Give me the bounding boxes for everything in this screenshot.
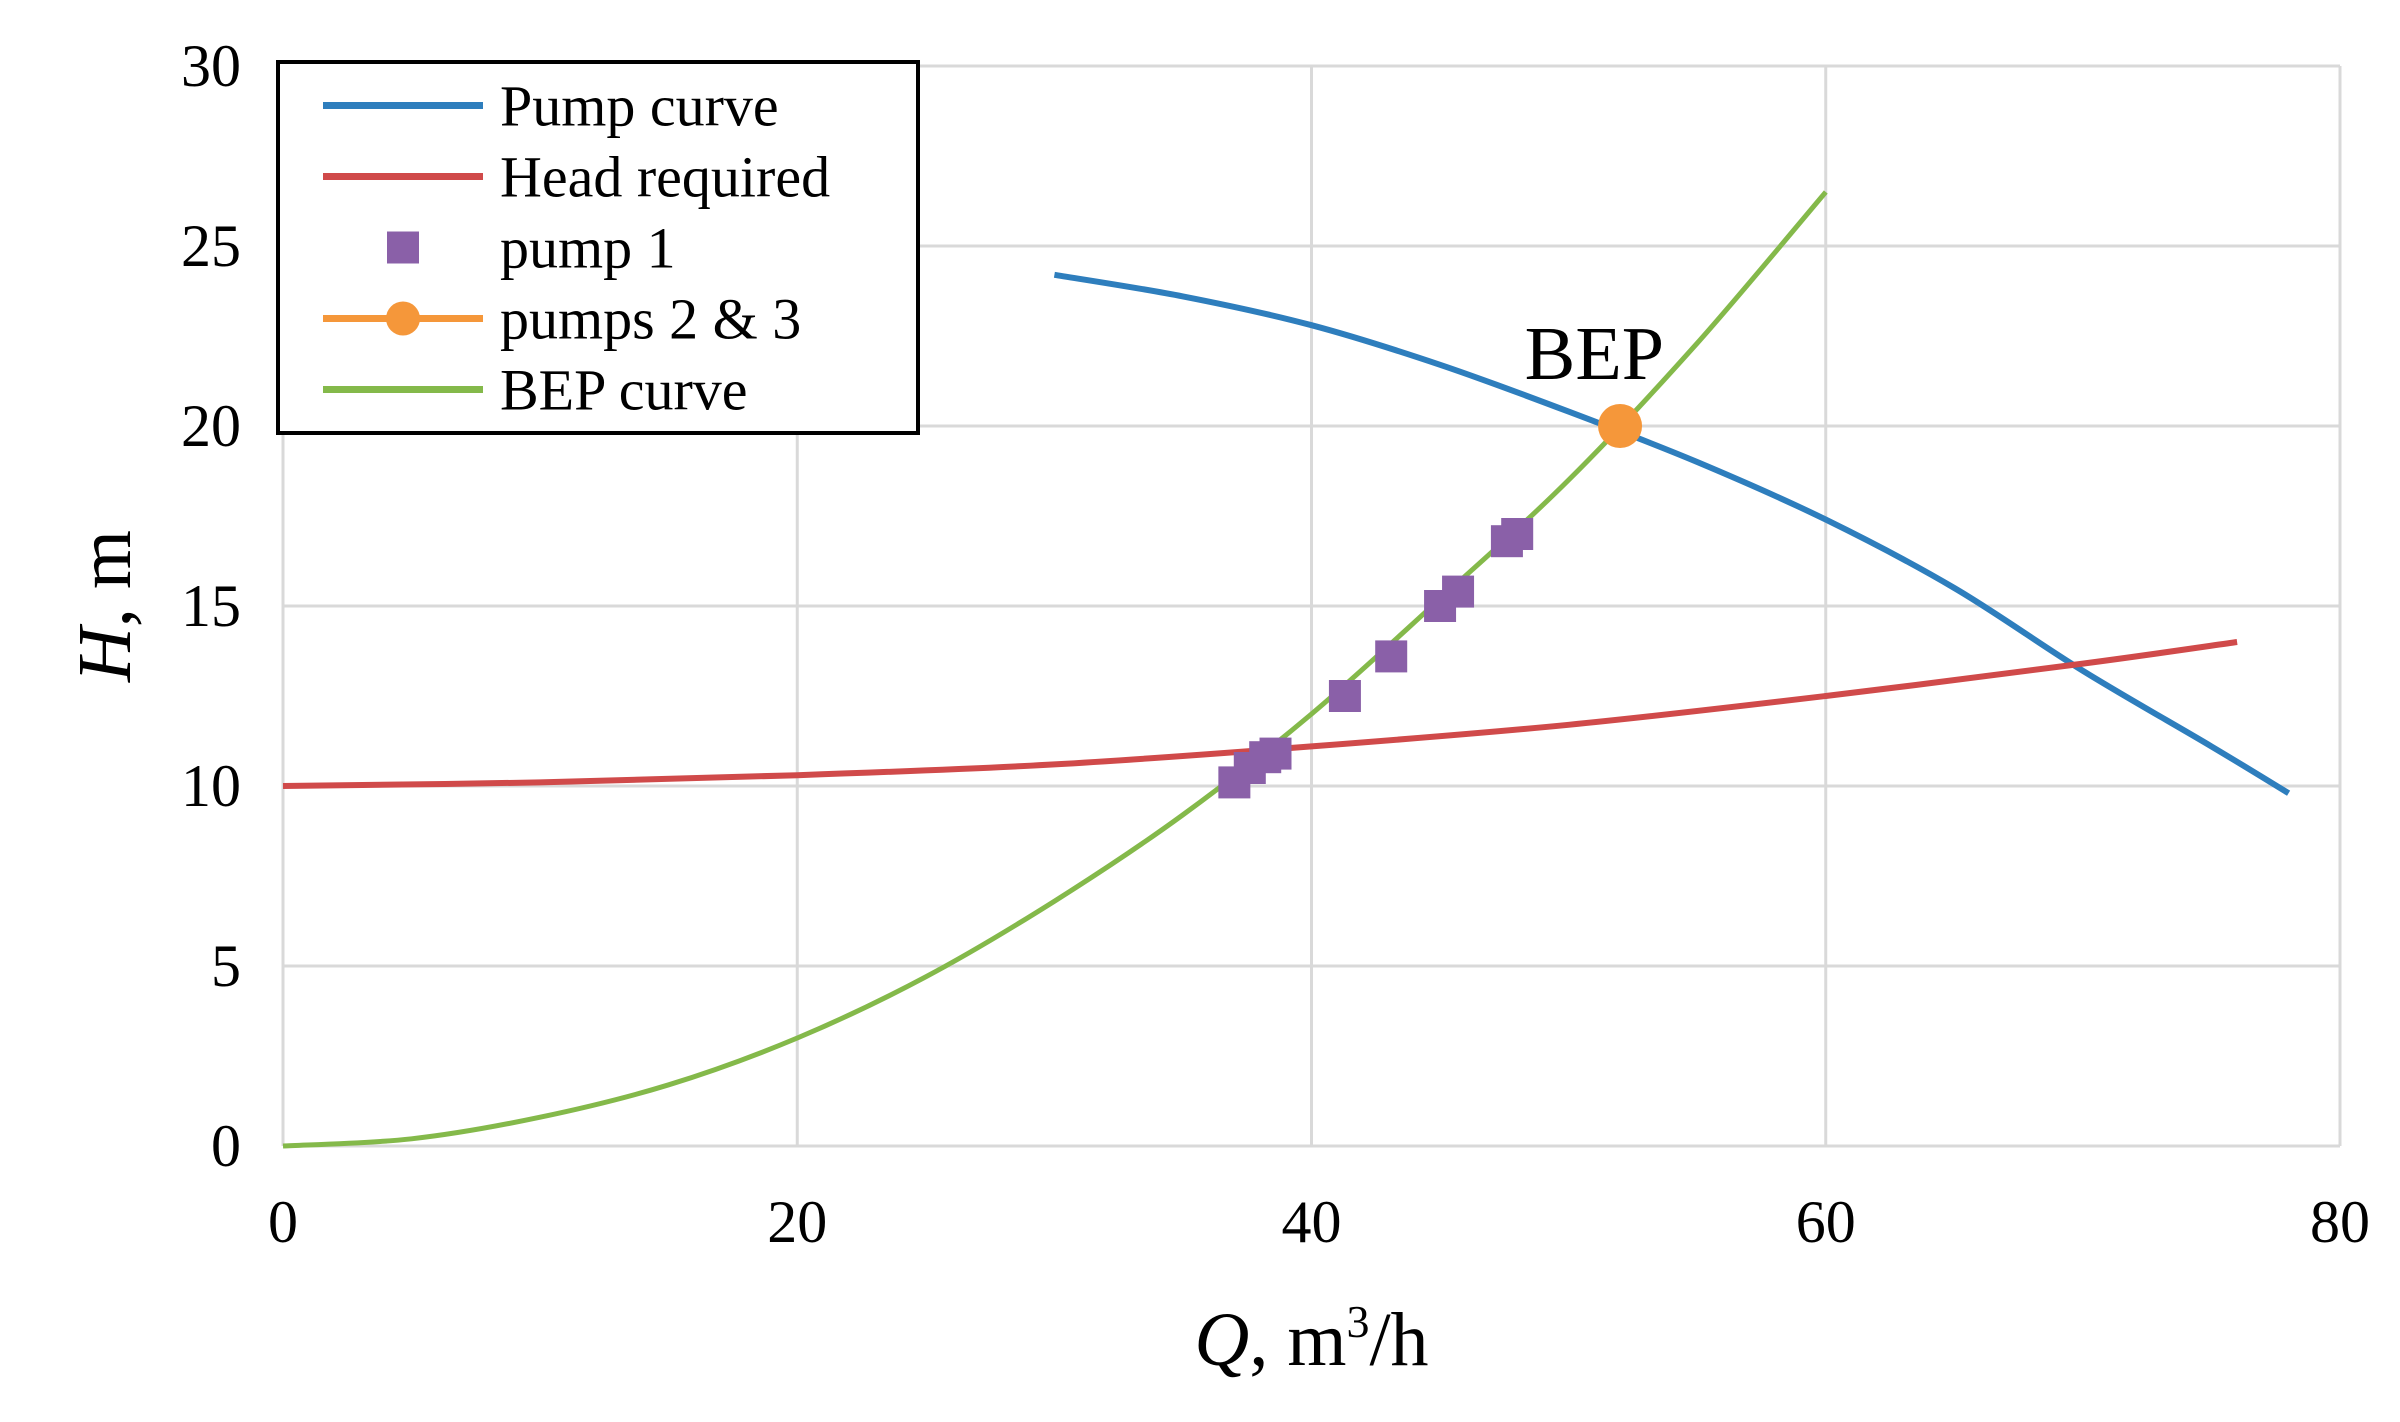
x-tick-label: 20 — [767, 1189, 827, 1255]
legend-label-bep-curve: BEP curve — [500, 358, 748, 423]
pump-1-marker — [1375, 640, 1408, 673]
pumps-2-3-marker — [1598, 404, 1643, 448]
pump-1-marker — [1328, 680, 1361, 712]
legend-swatch-pumps-2-3 — [386, 301, 420, 336]
y-tick-label: 15 — [181, 573, 241, 639]
legend-swatch-pump-1 — [387, 231, 419, 264]
legend-label-pump-curve: Pump curve — [500, 74, 779, 139]
x-tick-label: 0 — [268, 1189, 298, 1255]
y-tick-label: 5 — [211, 933, 241, 999]
x-tick-label: 60 — [1796, 1189, 1856, 1255]
x-axis-label-after: /h — [1369, 1298, 1428, 1382]
head-required-line — [282, 639, 2238, 789]
y-axis-label-var: H — [63, 623, 147, 683]
x-axis-label-var: Q — [1194, 1298, 1249, 1382]
y-axis-label-unit: , m — [63, 530, 147, 627]
x-tick-label: 80 — [2310, 1189, 2370, 1255]
y-tick-label: 30 — [181, 33, 241, 99]
y-tick-label: 20 — [181, 393, 241, 459]
pump-1-marker — [1501, 518, 1534, 550]
x-axis-label: Q, m3/h — [1194, 1296, 1428, 1382]
bep-curve-line — [282, 190, 1828, 1149]
x-axis-label-unit: , m — [1249, 1298, 1346, 1382]
x-tick-label: 40 — [1282, 1189, 1342, 1255]
tick-labels: 0 20 40 60 80 0 5 10 15 20 25 30 — [181, 33, 2370, 1255]
legend-label-pumps-2-3: pumps 2 & 3 — [500, 287, 801, 352]
legend-label-head-required: Head required — [500, 145, 830, 210]
legend-box — [276, 60, 920, 435]
bep-annotation: BEP — [1525, 312, 1664, 396]
legend-label-pump-1: pump 1 — [500, 216, 676, 281]
y-axis-label: H, m — [63, 530, 147, 683]
x-axis-label-sup: 3 — [1346, 1296, 1369, 1347]
y-tick-label: 25 — [181, 213, 241, 279]
annotations: BEP — [1525, 312, 1664, 396]
pump-1-marker — [1259, 737, 1292, 770]
y-tick-label: 0 — [211, 1113, 241, 1179]
pump-1-marker — [1442, 575, 1475, 608]
pump-curve-line — [1053, 271, 2291, 796]
series-layer — [282, 190, 2291, 1149]
y-tick-label: 10 — [181, 753, 241, 819]
